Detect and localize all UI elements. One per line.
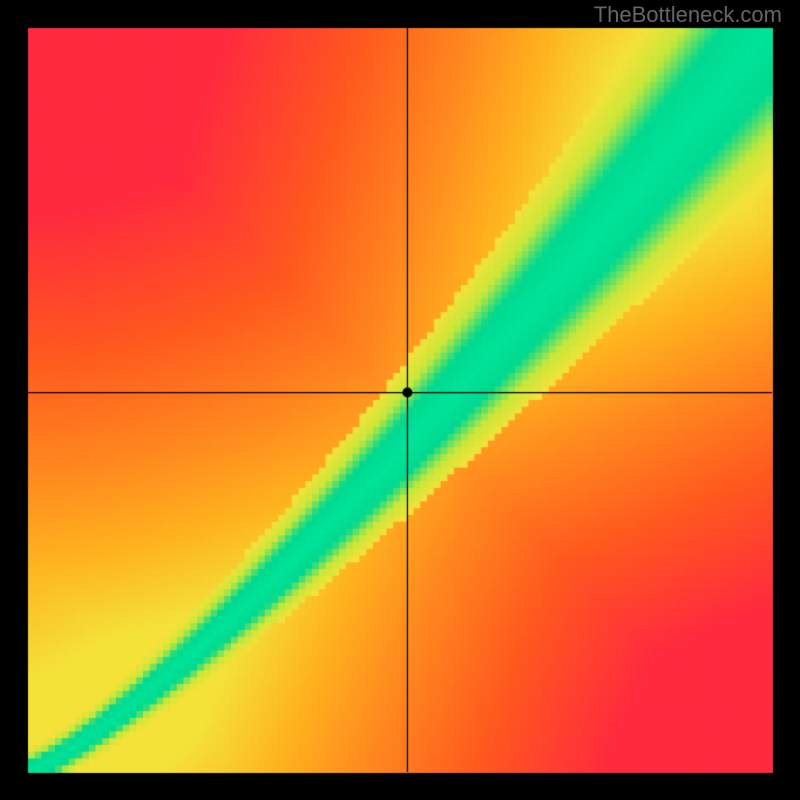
bottleneck-heatmap xyxy=(0,0,800,800)
watermark-label: TheBottleneck.com xyxy=(594,2,782,28)
chart-container: TheBottleneck.com xyxy=(0,0,800,800)
